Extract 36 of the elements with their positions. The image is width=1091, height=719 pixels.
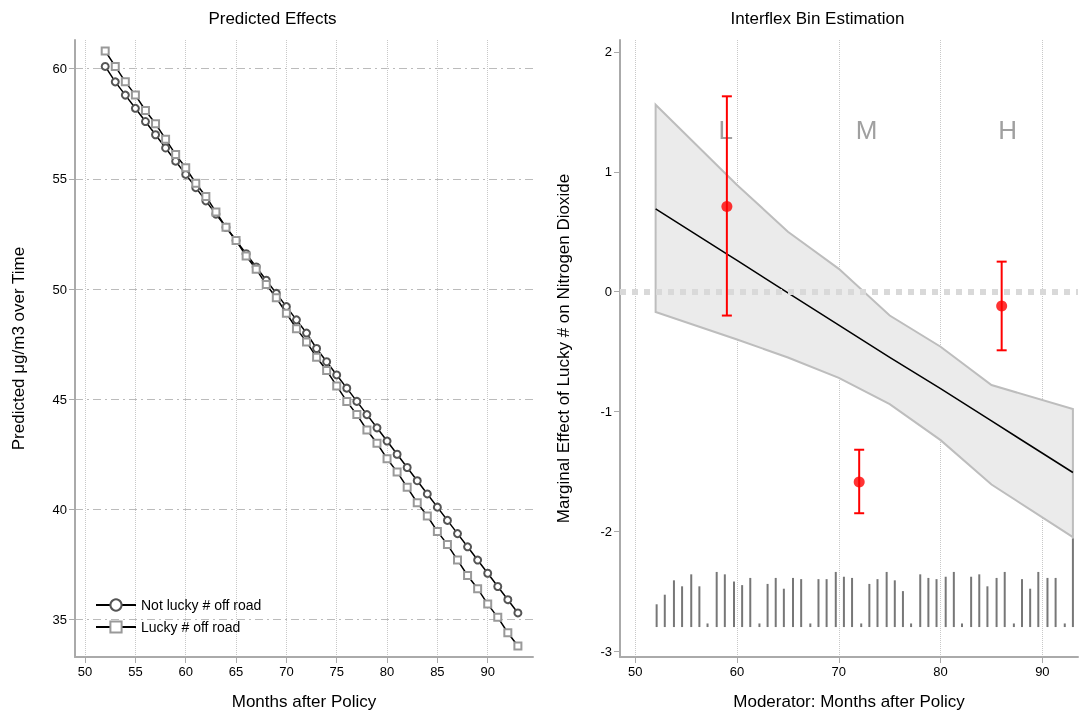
annotation: H <box>998 115 1017 145</box>
y-tick-label: -3 <box>600 643 612 659</box>
y-axis-title: Predicted μg/m3 over Time <box>9 246 28 451</box>
x-tick-label: 80 <box>933 664 948 679</box>
chart-title: Interflex Bin Estimation <box>730 9 905 28</box>
legend-label: Lucky # off road <box>141 619 241 635</box>
x-axis-title: Moderator: Months after Policy <box>733 692 966 711</box>
y-tick-label: 0 <box>604 284 612 300</box>
legend-label: Not lucky # off road <box>141 597 262 613</box>
y-tick-label: 1 <box>604 164 612 180</box>
x-axis-title: Months after Policy <box>231 692 377 711</box>
y-tick-label: 35 <box>52 612 67 628</box>
x-tick-label: 70 <box>831 664 847 679</box>
y-tick-label: -2 <box>600 523 612 539</box>
x-tick-label: 55 <box>128 664 143 679</box>
x-tick-label: 70 <box>279 664 294 679</box>
x-tick-label: 60 <box>729 664 745 679</box>
x-tick-label: 90 <box>1035 664 1050 679</box>
x-tick-label: 60 <box>178 664 193 679</box>
y-tick-label: 45 <box>52 391 67 407</box>
x-tick-label: 75 <box>329 664 344 679</box>
x-tick-label: 50 <box>628 664 643 679</box>
x-tick-label: 90 <box>480 664 495 679</box>
y-tick-label: 55 <box>52 171 67 187</box>
x-tick-label: 65 <box>228 664 244 679</box>
y-tick-label: 60 <box>52 61 67 77</box>
chart-title: Predicted Effects <box>208 9 337 28</box>
annotation: M <box>855 115 878 145</box>
x-tick-label: 80 <box>379 664 395 679</box>
y-axis-title: Marginal Effect of Lucky # on Nitrogen Dioxide <box>554 173 573 524</box>
x-tick-label: 50 <box>77 664 93 679</box>
y-tick-label: 50 <box>52 281 67 297</box>
y-tick-label: 40 <box>52 501 67 517</box>
y-tick-label: -1 <box>600 403 612 419</box>
x-tick-label: 85 <box>430 664 445 679</box>
y-tick-label: 2 <box>604 44 612 60</box>
